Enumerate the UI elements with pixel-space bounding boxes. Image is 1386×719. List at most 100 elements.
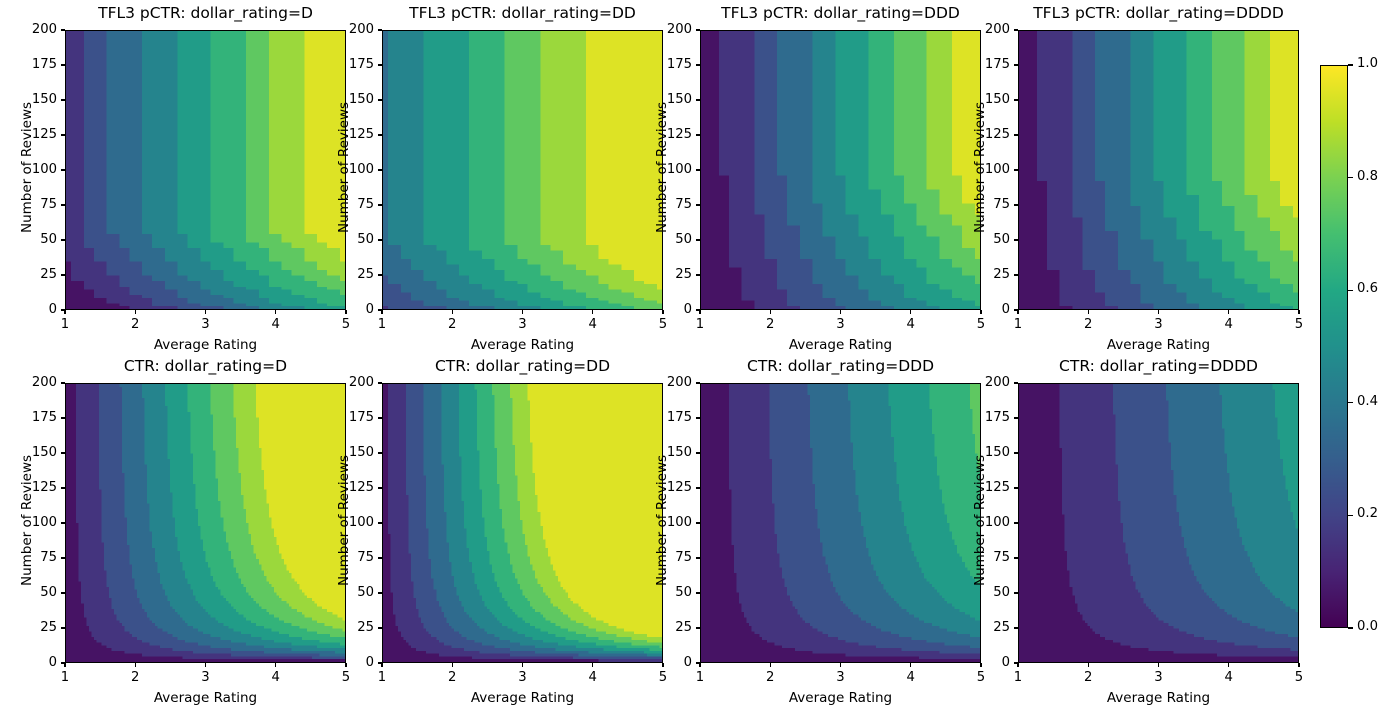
subplot-tfl3-pctr-dddd: TFL3 pCTR: dollar_rating=DDDD 0 25 50 75 100 1… [958,4,1303,366]
subplot-title: CTR: dollar_rating=DD [434,357,611,375]
subplot-title: CTR: dollar_rating=DDD [747,357,934,375]
subplot-title: CTR: dollar_rating=DDDD [1059,357,1258,375]
y-tick-label: 175 [984,57,1010,72]
x-tick-mark [381,663,383,667]
y-axis-label: Number of Reviews [654,101,670,233]
y-tick-mark [1014,274,1018,276]
contour-plot-area [1018,30,1299,310]
x-tick-mark [592,310,594,314]
x-axis-label: Average Rating [153,337,258,353]
y-tick-mark [378,522,382,524]
y-tick-label: 50 [993,585,1010,600]
y-tick-mark [378,662,382,664]
y-tick-mark [696,417,700,419]
x-tick-mark [910,310,912,314]
colorbar-tick-label: 1.0 [1357,56,1378,71]
y-tick-label: 200 [348,22,374,37]
x-tick-mark [1017,663,1019,667]
y-tick-mark [1014,134,1018,136]
y-tick-mark [1014,64,1018,66]
contour-plot-area [382,30,663,310]
y-tick-mark [378,382,382,384]
subplot-tfl3-pctr-ddd: TFL3 pCTR: dollar_rating=DDD 0 25 50 75 100 12… [640,4,985,366]
colorbar-tick-mark [1348,289,1353,291]
x-tick-label: 5 [976,670,986,685]
x-tick-mark [769,310,771,314]
y-tick-label: 100 [31,162,57,177]
y-tick-mark [696,522,700,524]
x-tick-mark [204,310,207,314]
y-tick-label: 25 [675,620,692,635]
x-tick-label: 1 [695,317,705,332]
y-tick-label: 175 [31,57,57,72]
y-tick-mark [378,99,382,101]
y-tick-label: 125 [984,480,1010,495]
y-tick-label: 50 [675,232,692,247]
y-tick-mark [61,274,65,276]
y-tick-mark [378,627,382,629]
x-tick-label: 5 [658,670,668,685]
subplot-title: TFL3 pCTR: dollar_rating=DDDD [1033,4,1284,22]
y-tick-mark [61,64,65,66]
y-tick-label: 50 [357,232,374,247]
y-tick-label: 50 [40,585,57,600]
x-tick-label: 2 [766,670,775,685]
x-tick-mark [662,310,664,314]
y-tick-mark [1014,382,1018,384]
x-tick-label: 1 [60,317,70,332]
x-tick-label: 1 [60,670,70,685]
y-tick-mark [696,64,700,66]
y-tick-mark [378,487,382,489]
y-tick-label: 200 [666,375,692,390]
y-tick-mark [696,274,700,276]
x-tick-label: 3 [201,670,210,685]
y-tick-label: 0 [48,302,57,317]
x-tick-mark [1228,310,1230,314]
x-tick-mark [381,310,383,314]
x-tick-mark [662,663,664,667]
y-tick-mark [1014,487,1018,489]
x-tick-label: 2 [1084,670,1093,685]
y-tick-mark [1014,99,1018,101]
x-tick-mark [699,310,701,314]
x-tick-mark [64,663,66,667]
y-tick-label: 25 [675,267,692,282]
y-tick-mark [1014,309,1018,311]
x-tick-label: 1 [695,670,705,685]
contour-plot-area [700,30,981,310]
x-axis-label: Average Rating [470,690,575,706]
y-tick-label: 175 [348,410,374,425]
y-tick-label: 175 [31,410,57,425]
x-tick-label: 5 [658,317,668,332]
y-tick-mark [1014,417,1018,419]
y-tick-label: 0 [48,655,57,670]
y-tick-mark [61,627,65,629]
y-tick-label: 150 [666,445,692,460]
y-tick-label: 50 [993,232,1010,247]
x-axis-label: Average Rating [1106,690,1211,706]
subplot-ctr-d: CTR: dollar_rating=D 0 25 50 75 100 125 150 175 2… [5,357,350,719]
y-tick-mark [378,204,382,206]
x-axis-label: Average Rating [153,690,258,706]
y-tick-mark [61,239,65,241]
contour-plot-area [382,383,663,663]
x-tick-mark [1017,310,1019,314]
x-tick-label: 3 [518,317,527,332]
subplot-tfl3-pctr-dd: TFL3 pCTR: dollar_rating=DD 0 25 50 75 100 125… [322,4,667,366]
y-tick-mark [61,99,65,101]
y-tick-mark [1014,452,1018,454]
colorbar [1320,65,1348,628]
y-tick-mark [61,204,65,206]
x-tick-label: 3 [518,670,527,685]
y-tick-label: 75 [675,197,692,212]
y-tick-label: 200 [984,22,1010,37]
y-tick-label: 100 [31,515,57,530]
colorbar-tick-label: 0.6 [1357,281,1378,297]
x-tick-label: 4 [271,317,280,332]
x-tick-mark [1157,310,1160,314]
subplot-title: TFL3 pCTR: dollar_rating=D [98,4,313,22]
y-tick-mark [378,64,382,66]
x-tick-mark [839,310,842,314]
y-tick-label: 150 [984,445,1010,460]
y-tick-mark [61,382,65,384]
